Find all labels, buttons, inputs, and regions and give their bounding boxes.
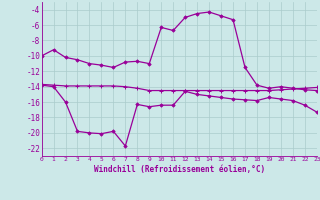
X-axis label: Windchill (Refroidissement éolien,°C): Windchill (Refroidissement éolien,°C) xyxy=(94,165,265,174)
